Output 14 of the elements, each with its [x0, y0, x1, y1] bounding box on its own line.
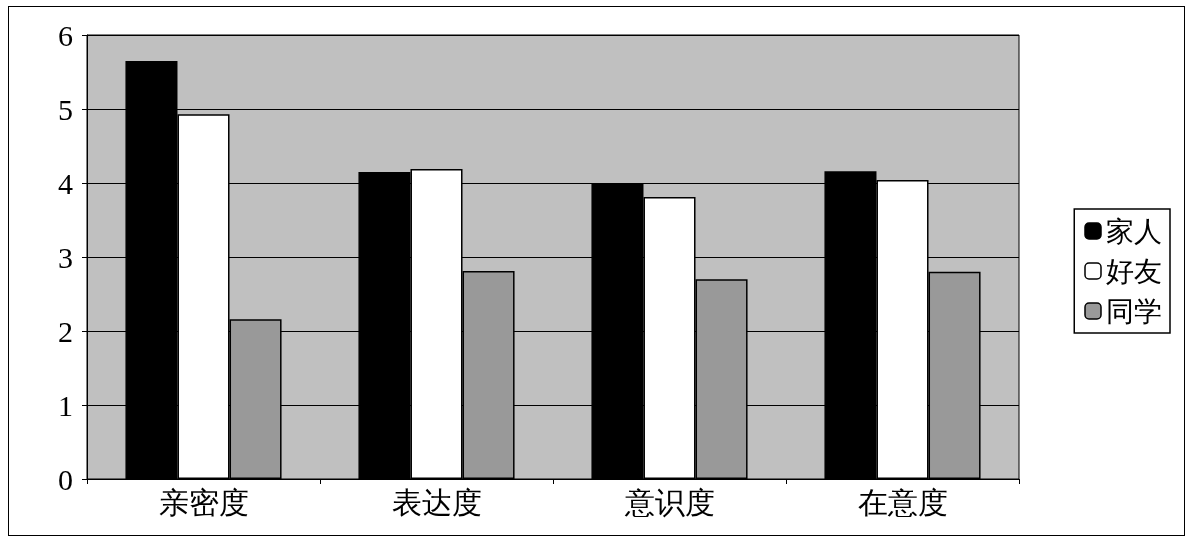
x-tick-label: 表达度	[391, 485, 482, 519]
x-tick-label: 意识度	[623, 485, 715, 519]
y-tick-label: 0	[58, 462, 73, 496]
x-tick-label: 亲密度	[158, 485, 249, 519]
y-tick-label: 4	[58, 166, 73, 200]
legend-label: 好友	[1106, 255, 1162, 287]
y-tick-label: 3	[58, 240, 73, 274]
legend-label: 同学	[1106, 295, 1162, 327]
y-tick-label: 1	[58, 388, 73, 422]
x-tick-label: 在意度	[857, 485, 948, 519]
legend-label: 家人	[1106, 215, 1162, 247]
y-tick-label: 5	[58, 92, 73, 126]
y-tick-label: 6	[58, 18, 73, 52]
y-tick-label: 2	[58, 314, 73, 348]
